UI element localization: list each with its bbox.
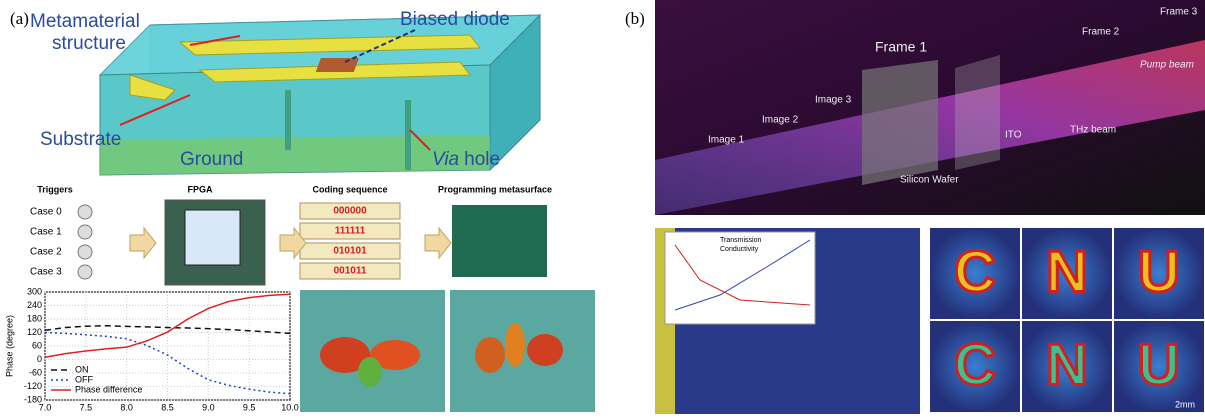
letter: U — [1138, 332, 1180, 397]
case: Case 3 — [30, 267, 62, 278]
inset-legend: Transmission — [720, 237, 761, 244]
letter: C — [954, 239, 996, 304]
y-tick-label: 180 — [27, 313, 42, 323]
y-tick-label: 60 — [32, 340, 42, 350]
x-tick-label: 8.5 — [161, 402, 174, 412]
x-tick-label: 9.5 — [243, 402, 256, 412]
flow-header: Programming metasurface — [438, 184, 552, 194]
trigger — [78, 225, 92, 239]
flow-header: Coding sequence — [312, 184, 387, 194]
scale-bar: 2mm — [1175, 399, 1195, 409]
label-substrate: Substrate — [40, 129, 121, 150]
x-tick-label: 8.0 — [120, 402, 133, 412]
panel-label: (a) — [10, 9, 29, 28]
ito-label: ITO — [1005, 130, 1022, 141]
trigger — [78, 205, 92, 219]
y-tick-label: 300 — [27, 286, 42, 296]
frame — [862, 60, 938, 185]
frame1: Frame 1 — [875, 39, 927, 55]
inset-legend: Conductivity — [720, 246, 759, 253]
y-axis-label: Phase (degree) — [4, 315, 14, 377]
label-diode: Biased diode — [400, 9, 510, 30]
legend-label: OFF — [75, 374, 93, 384]
via-italic: Via — [432, 149, 459, 170]
pump: Pump beam — [1140, 60, 1194, 71]
flow-arrow — [425, 228, 451, 258]
trigger — [78, 265, 92, 279]
fpga-screen — [185, 210, 240, 265]
letter: N — [1046, 239, 1088, 304]
flow-header: FPGA — [187, 184, 213, 194]
code: 111111 — [335, 226, 366, 237]
y-tick-label: -120 — [24, 381, 42, 391]
image2: Image 2 — [762, 115, 799, 126]
frame3: Frame 3 — [1160, 7, 1198, 18]
wafer: Silicon Wafer — [900, 175, 959, 186]
metasurface-board — [452, 205, 547, 277]
image1: Image 1 — [708, 135, 745, 146]
panel-label: (b) — [625, 9, 645, 28]
beam-patterns — [300, 290, 595, 412]
figure: (a) Metamaterialstructure Biased diode S… — [0, 0, 1205, 414]
code: 010101 — [333, 246, 367, 257]
flow-header: Triggers — [37, 184, 73, 194]
x-tick-label: 10.0 — [281, 402, 299, 412]
x-tick-label: 7.5 — [80, 402, 93, 412]
via-hole: hole — [464, 149, 500, 170]
legend-label: ON — [75, 364, 89, 374]
thz: THz beam — [1070, 125, 1116, 136]
letter: C — [954, 332, 996, 397]
ito — [955, 55, 1000, 170]
case: Case 0 — [30, 207, 62, 218]
y-tick-label: 120 — [27, 327, 42, 337]
case: Case 1 — [30, 227, 62, 238]
image3: Image 3 — [815, 95, 852, 106]
trigger — [78, 245, 92, 259]
label-ground: Ground — [180, 149, 243, 170]
y-tick-label: 0 — [37, 354, 42, 364]
y-tick-label: -60 — [29, 367, 42, 377]
letter: U — [1138, 239, 1180, 304]
flow: Triggers FPGA Coding sequence Programming m… — [30, 184, 552, 285]
x-tick-label: 9.0 — [202, 402, 215, 412]
case: Case 2 — [30, 247, 62, 258]
legend-label: Phase difference — [75, 384, 142, 394]
x-tick-label: 7.0 — [39, 402, 52, 412]
code: 000000 — [333, 206, 367, 217]
flow-arrow — [130, 228, 156, 258]
letter: N — [1046, 332, 1088, 397]
frame2: Frame 2 — [1082, 27, 1120, 38]
y-tick-label: 240 — [27, 300, 42, 310]
code: 001011 — [334, 266, 367, 277]
